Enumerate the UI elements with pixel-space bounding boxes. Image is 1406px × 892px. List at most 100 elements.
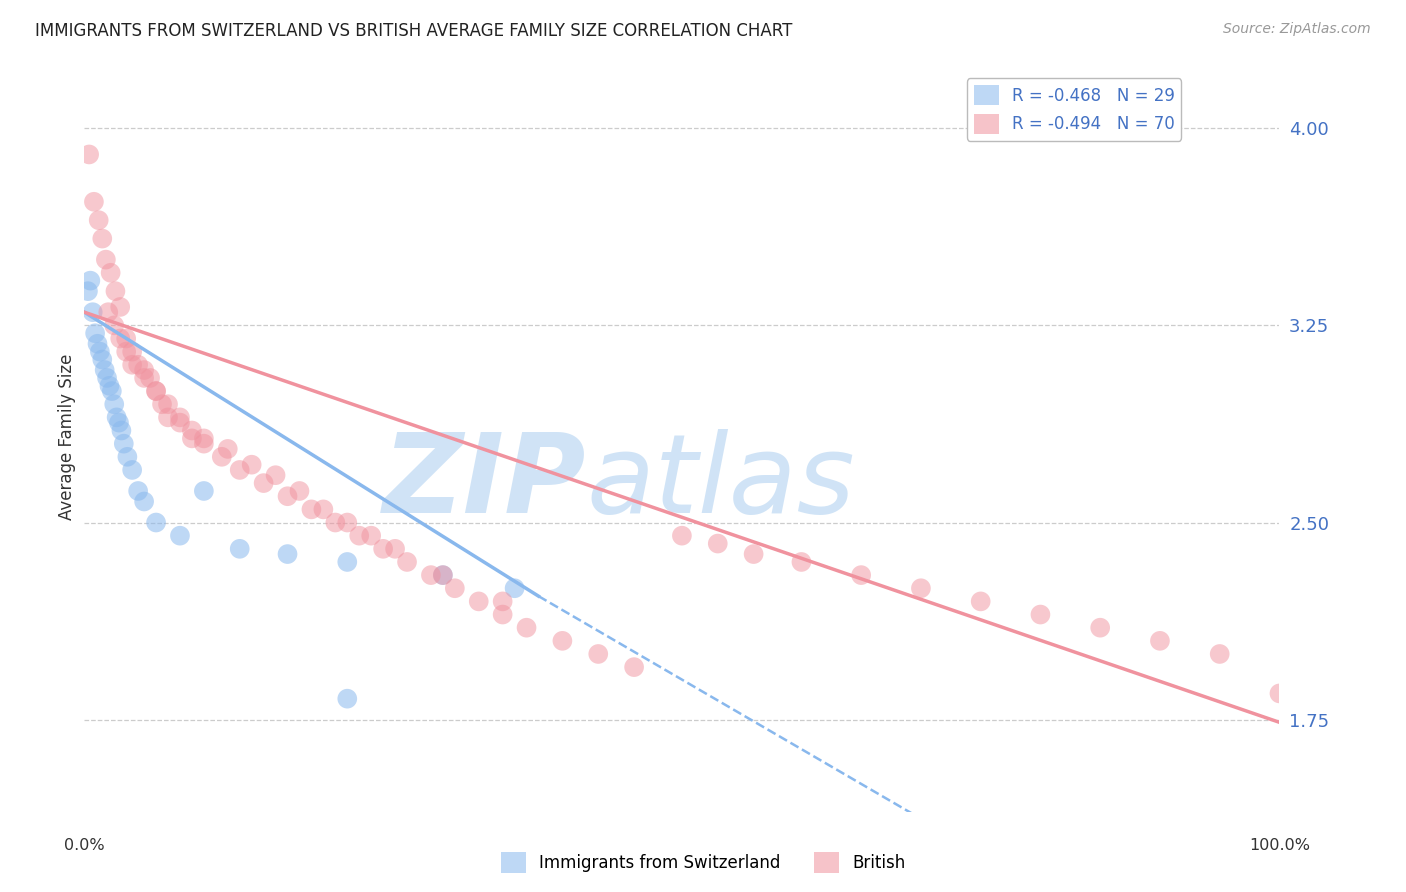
Point xyxy=(97,305,120,319)
Point xyxy=(82,305,104,319)
Point xyxy=(1268,686,1291,700)
Point xyxy=(96,371,118,385)
Point xyxy=(108,416,131,430)
Point xyxy=(301,502,323,516)
Point xyxy=(910,581,932,595)
Text: IMMIGRANTS FROM SWITZERLAND VS BRITISH AVERAGE FAMILY SIZE CORRELATION CHART: IMMIGRANTS FROM SWITZERLAND VS BRITISH A… xyxy=(35,22,793,40)
Point xyxy=(468,594,491,608)
Point xyxy=(115,344,138,359)
Point xyxy=(87,213,110,227)
Point xyxy=(127,483,149,498)
Point xyxy=(181,424,204,438)
Point xyxy=(110,331,132,345)
Legend: Immigrants from Switzerland, British: Immigrants from Switzerland, British xyxy=(494,846,912,880)
Point xyxy=(89,344,111,359)
Text: atlas: atlas xyxy=(586,428,855,535)
Point xyxy=(851,568,873,582)
Point xyxy=(181,431,204,445)
Point xyxy=(707,536,730,550)
Point xyxy=(516,621,538,635)
Point xyxy=(145,384,167,398)
Point xyxy=(169,416,191,430)
Point xyxy=(98,379,121,393)
Point xyxy=(127,358,149,372)
Point xyxy=(432,568,454,582)
Point xyxy=(349,529,371,543)
Point xyxy=(101,384,124,398)
Point xyxy=(121,463,143,477)
Point xyxy=(100,266,122,280)
Point xyxy=(150,397,173,411)
Text: 0.0%: 0.0% xyxy=(65,838,104,853)
Point xyxy=(1090,621,1112,635)
Point xyxy=(229,541,252,556)
Point xyxy=(360,529,382,543)
Point xyxy=(211,450,233,464)
Point xyxy=(145,384,167,398)
Point xyxy=(229,463,252,477)
Point xyxy=(77,284,100,298)
Point xyxy=(193,431,215,445)
Text: Source: ZipAtlas.com: Source: ZipAtlas.com xyxy=(1223,22,1371,37)
Point xyxy=(94,252,117,267)
Point xyxy=(1149,633,1171,648)
Point xyxy=(277,489,299,503)
Point xyxy=(115,331,138,345)
Point xyxy=(384,541,406,556)
Point xyxy=(121,358,143,372)
Point xyxy=(169,410,191,425)
Point xyxy=(240,458,263,472)
Legend: R = -0.468   N = 29, R = -0.494   N = 70: R = -0.468 N = 29, R = -0.494 N = 70 xyxy=(967,78,1181,141)
Point xyxy=(157,410,180,425)
Point xyxy=(91,352,114,367)
Point xyxy=(105,410,128,425)
Point xyxy=(396,555,419,569)
Point xyxy=(1029,607,1052,622)
Point xyxy=(86,336,108,351)
Point xyxy=(551,633,574,648)
Point xyxy=(253,476,276,491)
Point xyxy=(288,483,311,498)
Point xyxy=(112,436,135,450)
Point xyxy=(671,529,693,543)
Point xyxy=(139,371,162,385)
Text: 100.0%: 100.0% xyxy=(1249,838,1310,853)
Point xyxy=(193,483,215,498)
Point xyxy=(110,424,132,438)
Point xyxy=(444,581,467,595)
Point xyxy=(623,660,645,674)
Point xyxy=(217,442,239,456)
Point xyxy=(104,284,127,298)
Point xyxy=(93,363,115,377)
Point xyxy=(373,541,395,556)
Point xyxy=(277,547,299,561)
Point xyxy=(84,326,107,341)
Point xyxy=(132,494,156,508)
Point xyxy=(503,581,526,595)
Point xyxy=(79,274,101,288)
Point xyxy=(336,691,359,706)
Point xyxy=(117,450,139,464)
Point xyxy=(432,568,454,582)
Point xyxy=(1209,647,1232,661)
Point xyxy=(742,547,765,561)
Point xyxy=(970,594,993,608)
Point xyxy=(157,397,180,411)
Point xyxy=(145,516,167,530)
Point xyxy=(169,529,191,543)
Point xyxy=(264,468,287,483)
Y-axis label: Average Family Size: Average Family Size xyxy=(58,354,76,520)
Point xyxy=(325,516,347,530)
Point xyxy=(103,397,125,411)
Point xyxy=(336,516,359,530)
Point xyxy=(110,300,132,314)
Point xyxy=(588,647,610,661)
Point xyxy=(193,436,215,450)
Point xyxy=(492,607,515,622)
Point xyxy=(103,318,125,333)
Point xyxy=(132,363,156,377)
Text: ZIP: ZIP xyxy=(382,428,586,535)
Point xyxy=(492,594,515,608)
Point xyxy=(312,502,335,516)
Point xyxy=(91,231,114,245)
